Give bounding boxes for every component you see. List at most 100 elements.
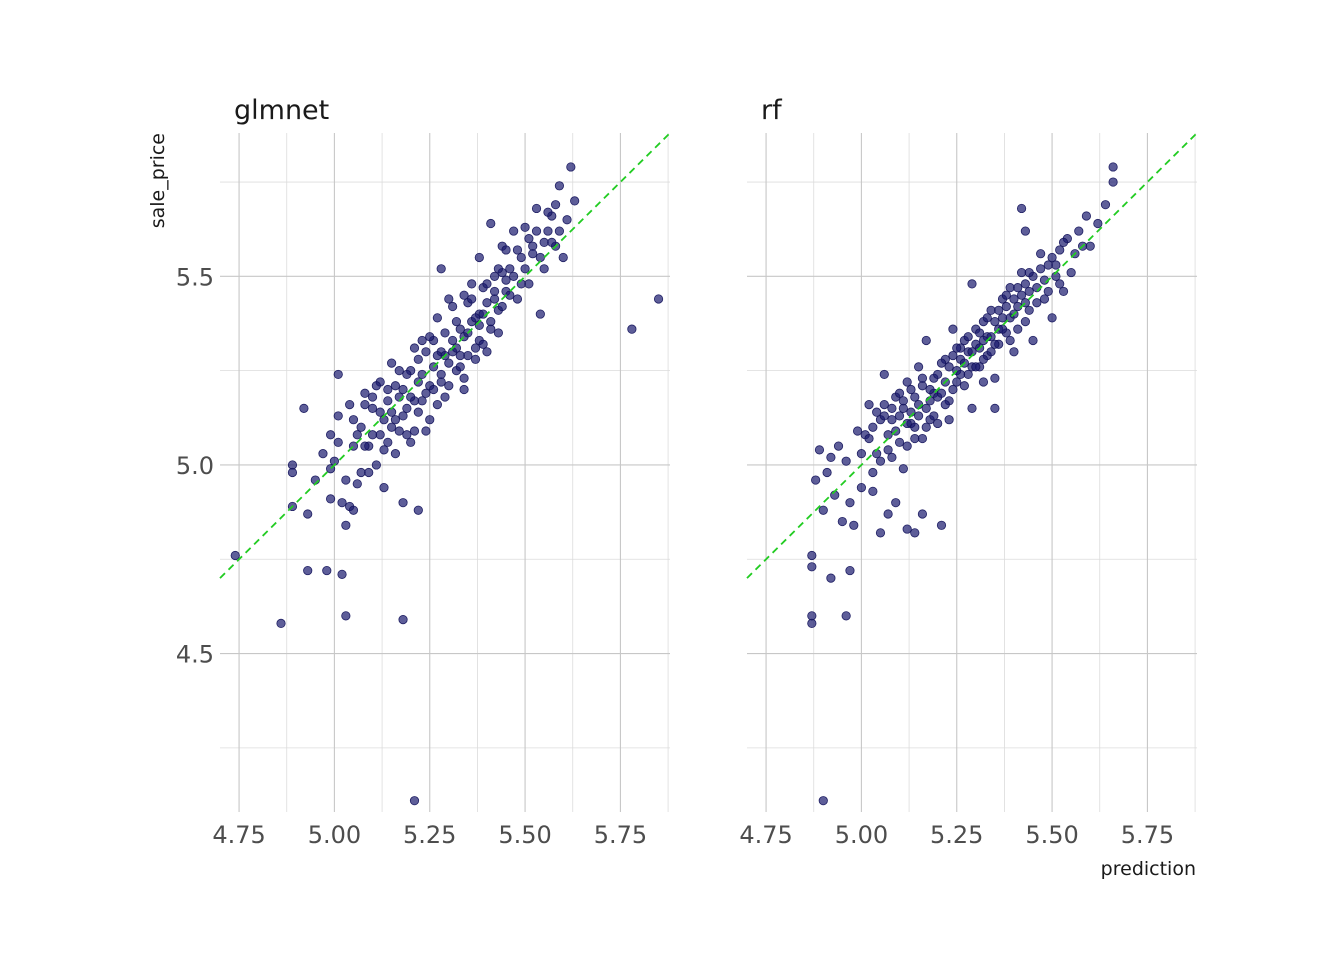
y-tick-label: 4.5 bbox=[176, 641, 214, 669]
data-point bbox=[348, 505, 359, 515]
data-point bbox=[428, 384, 439, 395]
data-point bbox=[390, 381, 401, 391]
data-point bbox=[348, 415, 359, 425]
data-point bbox=[997, 313, 1008, 323]
data-point bbox=[1058, 237, 1069, 247]
data-point bbox=[1081, 211, 1092, 221]
data-point bbox=[1024, 267, 1034, 278]
data-point bbox=[406, 392, 416, 402]
data-point bbox=[398, 384, 408, 395]
data-point bbox=[360, 441, 370, 451]
x-tick-label: 4.75 bbox=[212, 821, 265, 849]
data-point bbox=[341, 475, 351, 485]
data-point bbox=[367, 403, 378, 413]
data-point bbox=[459, 290, 469, 300]
data-point bbox=[531, 203, 542, 214]
data-point bbox=[933, 369, 943, 380]
data-point bbox=[470, 343, 481, 353]
data-point bbox=[1016, 267, 1027, 278]
data-point bbox=[963, 369, 973, 380]
data-point bbox=[371, 381, 381, 391]
data-point bbox=[1028, 335, 1038, 346]
data-point bbox=[807, 550, 817, 561]
data-point bbox=[333, 437, 343, 447]
data-point bbox=[902, 441, 912, 451]
data-point bbox=[807, 611, 817, 621]
data-point bbox=[543, 226, 553, 236]
data-point bbox=[493, 264, 503, 274]
data-point bbox=[535, 252, 545, 263]
data-point bbox=[535, 309, 545, 319]
data-point bbox=[489, 286, 500, 297]
panel-rf: 4.75 5.00 5.25 5.50 5.75 rf bbox=[739, 95, 1198, 849]
data-point bbox=[914, 411, 924, 421]
data-point bbox=[917, 433, 928, 444]
data-point bbox=[417, 335, 427, 346]
data-point bbox=[1016, 203, 1027, 214]
data-point bbox=[543, 207, 553, 217]
data-point bbox=[509, 226, 519, 236]
data-point bbox=[864, 399, 874, 410]
data-point bbox=[902, 377, 912, 387]
data-point bbox=[841, 456, 851, 466]
data-point bbox=[325, 494, 336, 504]
data-point bbox=[936, 358, 947, 368]
data-point bbox=[1009, 294, 1019, 304]
data-point bbox=[921, 403, 931, 413]
data-point bbox=[1024, 305, 1034, 315]
data-point bbox=[367, 392, 378, 402]
data-point bbox=[383, 396, 393, 406]
data-point bbox=[341, 611, 351, 621]
data-point bbox=[303, 509, 313, 519]
data-point bbox=[959, 381, 969, 391]
data-point bbox=[894, 388, 905, 398]
data-point bbox=[322, 565, 332, 576]
data-point bbox=[1039, 294, 1050, 304]
data-point bbox=[906, 384, 916, 395]
data-point bbox=[921, 335, 931, 346]
data-point bbox=[432, 313, 442, 323]
data-point bbox=[512, 245, 523, 255]
data-point bbox=[417, 396, 427, 406]
data-point bbox=[409, 343, 420, 353]
data-point bbox=[879, 369, 889, 380]
points-glmnet bbox=[230, 162, 664, 806]
data-point bbox=[524, 279, 534, 289]
data-point bbox=[482, 347, 492, 357]
data-point bbox=[875, 528, 886, 538]
data-point bbox=[276, 618, 286, 628]
data-point bbox=[826, 573, 836, 583]
data-point bbox=[807, 562, 817, 572]
x-axis-title: prediction bbox=[1101, 858, 1196, 880]
data-point bbox=[1047, 313, 1057, 323]
data-point bbox=[303, 565, 313, 576]
data-point bbox=[524, 234, 534, 244]
data-point bbox=[566, 162, 576, 172]
data-point bbox=[512, 294, 523, 304]
data-point bbox=[501, 275, 511, 285]
data-point bbox=[230, 550, 240, 561]
data-point bbox=[811, 475, 821, 485]
data-point bbox=[520, 264, 530, 274]
data-point bbox=[940, 399, 950, 410]
data-point bbox=[936, 520, 947, 530]
data-point bbox=[1093, 218, 1103, 229]
data-point bbox=[436, 264, 446, 274]
data-point bbox=[887, 403, 897, 413]
data-point bbox=[409, 796, 420, 806]
data-point bbox=[898, 403, 908, 413]
data-point bbox=[1036, 264, 1046, 274]
data-point bbox=[360, 399, 370, 410]
data-point bbox=[990, 373, 1000, 383]
data-point bbox=[467, 279, 477, 289]
data-point bbox=[818, 505, 828, 515]
data-point bbox=[994, 305, 1004, 315]
data-point bbox=[955, 369, 966, 380]
x-tick-label: 5.75 bbox=[594, 821, 647, 849]
data-point bbox=[448, 301, 458, 312]
data-point bbox=[910, 528, 920, 538]
data-point bbox=[432, 350, 442, 361]
x-tick-label: 5.00 bbox=[835, 821, 888, 849]
data-point bbox=[379, 445, 389, 455]
